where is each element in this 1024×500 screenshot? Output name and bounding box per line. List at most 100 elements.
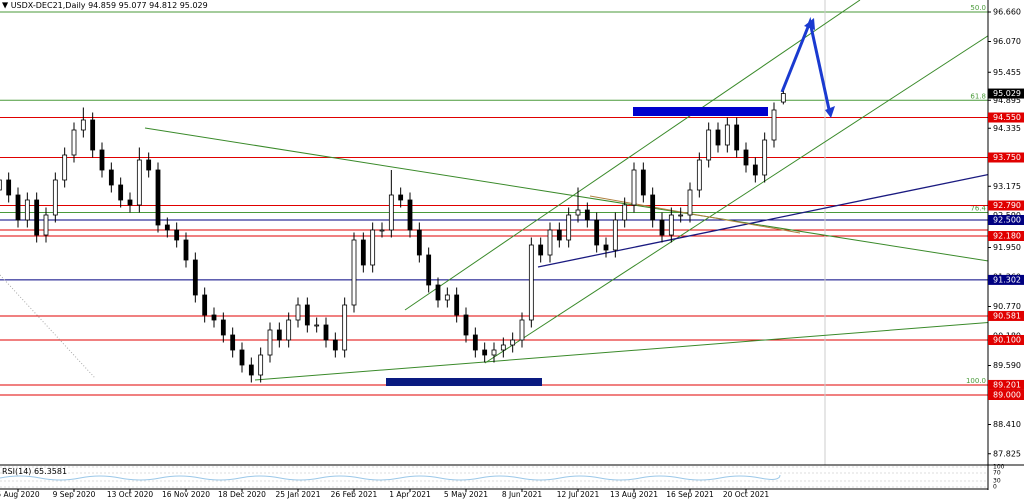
candle-body: [62, 154, 68, 181]
x-tick-label: 25 Jan 2021: [276, 490, 321, 499]
level-box: [988, 274, 1024, 285]
candle-body: [398, 194, 404, 201]
candle-body: [286, 319, 292, 341]
candle-body: [323, 324, 329, 341]
y-tick-label: 94.335: [993, 124, 1021, 133]
candle-body: [267, 329, 273, 356]
candle-body: [71, 129, 77, 156]
zone: [633, 107, 768, 116]
channel-line: [484, 14, 1021, 364]
candle-body: [351, 239, 357, 306]
candle-body: [332, 339, 338, 351]
candle-body: [379, 229, 385, 232]
arrowhead: [825, 106, 835, 118]
candle-body: [715, 129, 721, 146]
price-axis: [988, 0, 1024, 500]
x-tick-label: 5 Aug 2020: [0, 490, 40, 499]
candle-body: [575, 209, 581, 216]
current-price-box: [988, 88, 1024, 99]
level-box: [988, 231, 1024, 241]
y-tick-label: 90.770: [993, 302, 1021, 311]
candle-body: [43, 214, 49, 236]
rsi-tick-label: 30: [993, 478, 1001, 485]
candle-body: [388, 194, 394, 231]
y-tick-label: 96.070: [993, 37, 1021, 46]
rsi-tick-label: 0: [993, 484, 997, 491]
candle-body: [622, 204, 628, 221]
rsi-header: RSI(14) 65.3581: [2, 467, 67, 476]
fib-label: 76.4: [970, 205, 986, 213]
y-tick-label: 93.175: [993, 182, 1021, 191]
level-label: 94.550: [993, 113, 1021, 122]
rsi-tick-label: 70: [993, 470, 1001, 477]
candle-body: [314, 324, 320, 327]
level-label: 90.100: [993, 336, 1021, 345]
trend-line: [537, 167, 1021, 268]
candle-body: [295, 304, 301, 321]
candle-body: [678, 214, 684, 217]
candle-body: [34, 199, 40, 236]
candle-body: [230, 334, 236, 351]
candle-body: [780, 93, 786, 103]
candle-body: [118, 184, 124, 201]
level-label: 89.000: [993, 391, 1021, 400]
candle-body: [155, 169, 161, 226]
candle-body: [416, 229, 422, 256]
rsi-line: [0, 474, 781, 481]
level-box: [988, 200, 1024, 211]
candle-body: [0, 179, 2, 191]
candle-body: [164, 224, 170, 231]
candle-body: [202, 294, 208, 316]
candle-body: [108, 169, 114, 186]
x-tick-label: 16 Sep 2021: [666, 490, 714, 499]
candle-body: [650, 194, 656, 221]
ohlc-open: 94.859: [88, 1, 116, 10]
candle-body: [594, 219, 600, 246]
candle-body: [174, 229, 180, 241]
level-label: 92.790: [993, 201, 1021, 210]
fib-label: 100.0: [966, 377, 986, 385]
y-tick-label: 91.950: [993, 243, 1021, 252]
x-tick-label: 13 Oct 2020: [107, 490, 154, 499]
arrowhead: [804, 18, 815, 30]
y-tick-label: 89.590: [993, 361, 1021, 370]
candle-body: [528, 244, 534, 321]
candle-body: [136, 159, 142, 206]
level-box: [988, 152, 1024, 163]
candle-body: [183, 239, 189, 261]
candle-body: [538, 244, 544, 256]
candle-body: [192, 259, 198, 296]
candle-body: [491, 349, 497, 356]
candle-body: [771, 109, 777, 141]
zone: [386, 378, 542, 386]
level-box: [988, 112, 1024, 123]
candle-body: [566, 214, 572, 241]
level-box: [988, 390, 1024, 400]
candle-body: [220, 319, 226, 336]
header: ▼ USDX-DEC21,Daily 94.859 95.077 94.812 …: [2, 1, 208, 10]
x-tick-label: 13 Aug 2021: [610, 490, 658, 499]
level-label: 89.201: [993, 380, 1021, 389]
y-tick-label: 95.455: [993, 68, 1021, 77]
level-box: [988, 335, 1024, 345]
candle-body: [734, 124, 740, 151]
candle-body: [370, 229, 376, 266]
x-tick-label: 12 Jul 2021: [557, 490, 600, 499]
candle-body: [15, 194, 21, 221]
candle-body: [463, 314, 469, 336]
drawings: [0, 0, 1021, 465]
candle-body: [659, 219, 665, 236]
symbol: USDX-DEC21,Daily: [11, 1, 86, 10]
candle-body: [146, 159, 152, 171]
candle-body: [258, 354, 264, 376]
candle-body: [342, 304, 348, 351]
x-tick-label: 8 Jun 2021: [502, 490, 543, 499]
candle-body: [584, 209, 590, 221]
candle-body: [239, 349, 245, 366]
candle-body: [762, 139, 768, 176]
x-tick-label: 20 Oct 2021: [723, 490, 770, 499]
trend-line: [254, 319, 1021, 381]
candle-body: [127, 199, 133, 206]
